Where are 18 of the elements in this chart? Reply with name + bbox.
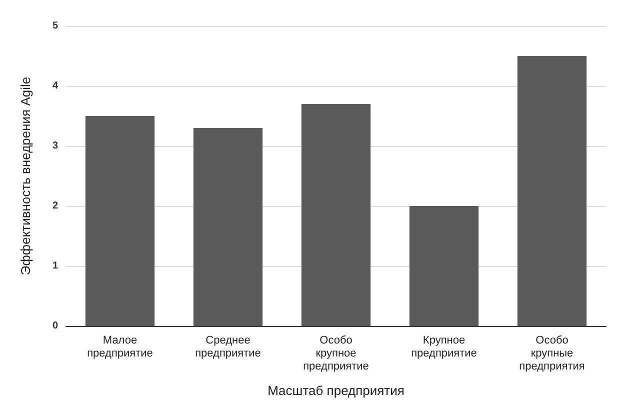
- bar: [409, 206, 479, 326]
- bar: [301, 104, 371, 326]
- x-tick-label: Крупное предприятие: [411, 334, 477, 360]
- bar: [517, 56, 587, 326]
- x-tick-label: Особо крупные предприятия: [519, 334, 585, 372]
- y-tick-label: 4: [52, 80, 58, 92]
- x-tick-label: Среднее предприятие: [195, 334, 261, 360]
- y-axis-title: Эффективность внедрения Agile: [18, 76, 33, 276]
- x-tick-label: Особо крупное предприятие: [303, 334, 369, 372]
- y-tick-label: 0: [52, 320, 58, 332]
- y-tick-label: 1: [52, 260, 58, 272]
- x-tick-label: Малое предприятие: [87, 334, 153, 360]
- y-tick-label: 5: [52, 20, 58, 32]
- y-tick-label: 2: [52, 200, 58, 212]
- bar: [193, 128, 263, 326]
- y-tick-label: 3: [52, 140, 58, 152]
- x-axis-title: Масштаб предприятия: [268, 383, 404, 398]
- bar: [85, 116, 155, 326]
